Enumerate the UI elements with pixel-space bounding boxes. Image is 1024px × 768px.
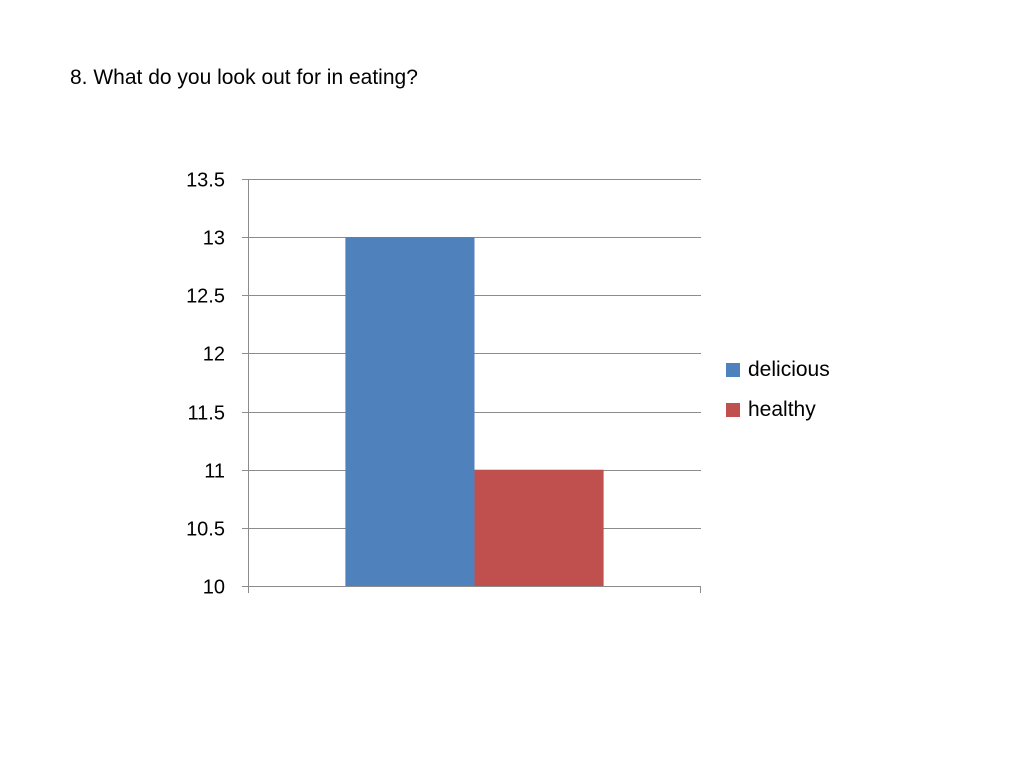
y-tick-label: 12.5: [186, 286, 225, 308]
y-tick-label: 12: [203, 344, 225, 366]
y-tick-label: 10: [203, 577, 225, 599]
bars: [345, 237, 604, 586]
legend-swatch-delicious: [726, 363, 740, 377]
y-tick-label: 11: [204, 461, 225, 483]
legend-label-healthy: healthy: [748, 398, 816, 421]
y-tick-label: 11.5: [188, 403, 225, 425]
legend-swatch-healthy: [726, 403, 740, 417]
slide-title: 8. What do you look out for in eating?: [70, 66, 418, 89]
bar-delicious: [345, 237, 475, 586]
y-tick-label: 13.5: [186, 170, 225, 192]
bar-healthy: [474, 469, 604, 586]
legend-label-delicious: delicious: [748, 358, 830, 381]
legend-item-delicious: delicious: [726, 350, 830, 390]
y-tick-label: 13: [203, 228, 225, 250]
legend: delicious healthy: [726, 350, 830, 430]
y-tick-label: 10.5: [186, 519, 225, 541]
legend-item-healthy: healthy: [726, 390, 830, 430]
y-tick-labels: 10 10.5 11 11.5 12 12.5 13 13.5: [186, 170, 225, 599]
axes: [242, 179, 701, 593]
